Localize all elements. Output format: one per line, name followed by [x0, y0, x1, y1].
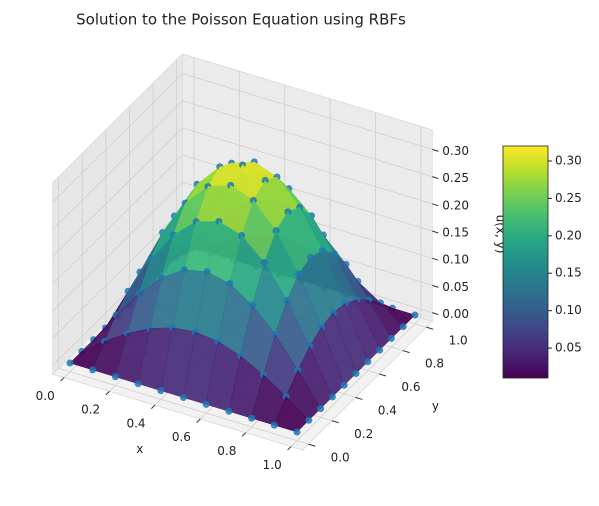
- y-tick: [402, 350, 410, 354]
- x-tick-label: 0.6: [172, 430, 191, 444]
- y-tick-label: 0.4: [378, 404, 397, 418]
- data-point: [180, 394, 187, 401]
- z-tick: [432, 148, 439, 152]
- x-tick-label: 1.0: [263, 458, 282, 472]
- z-tick-label: 0.30: [442, 144, 469, 158]
- z-tick-label: 0.05: [442, 280, 469, 294]
- data-point: [399, 323, 407, 331]
- x-tick: [287, 446, 292, 451]
- grid-line: [52, 182, 183, 312]
- data-point: [328, 393, 336, 401]
- x-tick: [105, 390, 110, 396]
- colorbar-tick-label: 0.20: [555, 228, 582, 242]
- data-point: [248, 414, 256, 422]
- x-tick: [196, 418, 201, 423]
- z-tick-label: 0.20: [442, 198, 469, 212]
- data-point: [225, 407, 233, 415]
- data-point: [411, 311, 419, 319]
- grid-line: [182, 73, 433, 150]
- data-point: [387, 334, 395, 342]
- colorbar-tick-label: 0.10: [555, 303, 582, 317]
- data-point: [89, 366, 97, 374]
- data-point: [134, 380, 142, 388]
- y-tick: [331, 420, 339, 424]
- data-point: [66, 359, 74, 367]
- data-point: [157, 387, 165, 395]
- data-point: [364, 358, 372, 366]
- x-tick: [60, 377, 65, 382]
- x-tick: [151, 404, 156, 410]
- colorbar-tick-label: 0.15: [555, 266, 582, 280]
- z-tick: [432, 312, 439, 316]
- grid-line: [52, 127, 183, 257]
- colorbar-tick-label: 0.30: [555, 153, 582, 167]
- x-tick-label: 0.4: [126, 416, 145, 430]
- grid-line: [52, 154, 183, 285]
- y-tick-label: 0.8: [425, 357, 444, 371]
- y-tick: [355, 396, 363, 400]
- y-axis-label: y: [432, 399, 439, 413]
- z-tick: [432, 257, 439, 261]
- grid-line: [290, 317, 422, 447]
- grid-line: [52, 73, 183, 203]
- colorbar: [502, 145, 549, 379]
- y-tick-label: 0.6: [401, 380, 420, 394]
- x-tick-label: 0.0: [36, 389, 55, 403]
- z-tick: [432, 203, 439, 207]
- x-tick-label: 0.8: [217, 444, 236, 458]
- colorbar-tick-label: 0.05: [555, 341, 582, 355]
- z-tick-label: 0.15: [442, 226, 469, 240]
- z-tick-label: 0.00: [442, 307, 469, 321]
- x-axis-label: x: [136, 442, 143, 456]
- data-point: [340, 381, 348, 389]
- data-point: [305, 416, 313, 424]
- y-tick-label: 1.0: [449, 333, 468, 347]
- y-tick: [308, 443, 316, 447]
- x-tick-label: 0.2: [81, 403, 100, 417]
- z-tick: [432, 230, 439, 234]
- chart-title: Solution to the Poisson Equation using R…: [76, 11, 406, 29]
- data-point: [202, 400, 210, 408]
- data-point: [270, 421, 278, 429]
- grid-line: [182, 127, 433, 205]
- data-point: [293, 428, 301, 436]
- z-tick-label: 0.25: [442, 171, 469, 185]
- grid-line: [52, 100, 183, 230]
- z-tick: [432, 284, 439, 288]
- y-tick-label: 0.0: [331, 450, 350, 464]
- y-tick: [379, 373, 387, 377]
- y-tick: [426, 326, 434, 330]
- z-tick: [432, 176, 439, 180]
- grid-line: [58, 367, 309, 445]
- data-point: [352, 370, 360, 377]
- data-point: [111, 373, 119, 381]
- data-point: [317, 405, 325, 413]
- y-tick-label: 0.2: [354, 427, 373, 441]
- grid-line: [182, 100, 433, 177]
- colorbar-tick-label: 0.25: [555, 191, 582, 205]
- data-point: [376, 346, 384, 354]
- x-tick: [241, 432, 247, 437]
- z-tick-label: 0.10: [442, 253, 469, 267]
